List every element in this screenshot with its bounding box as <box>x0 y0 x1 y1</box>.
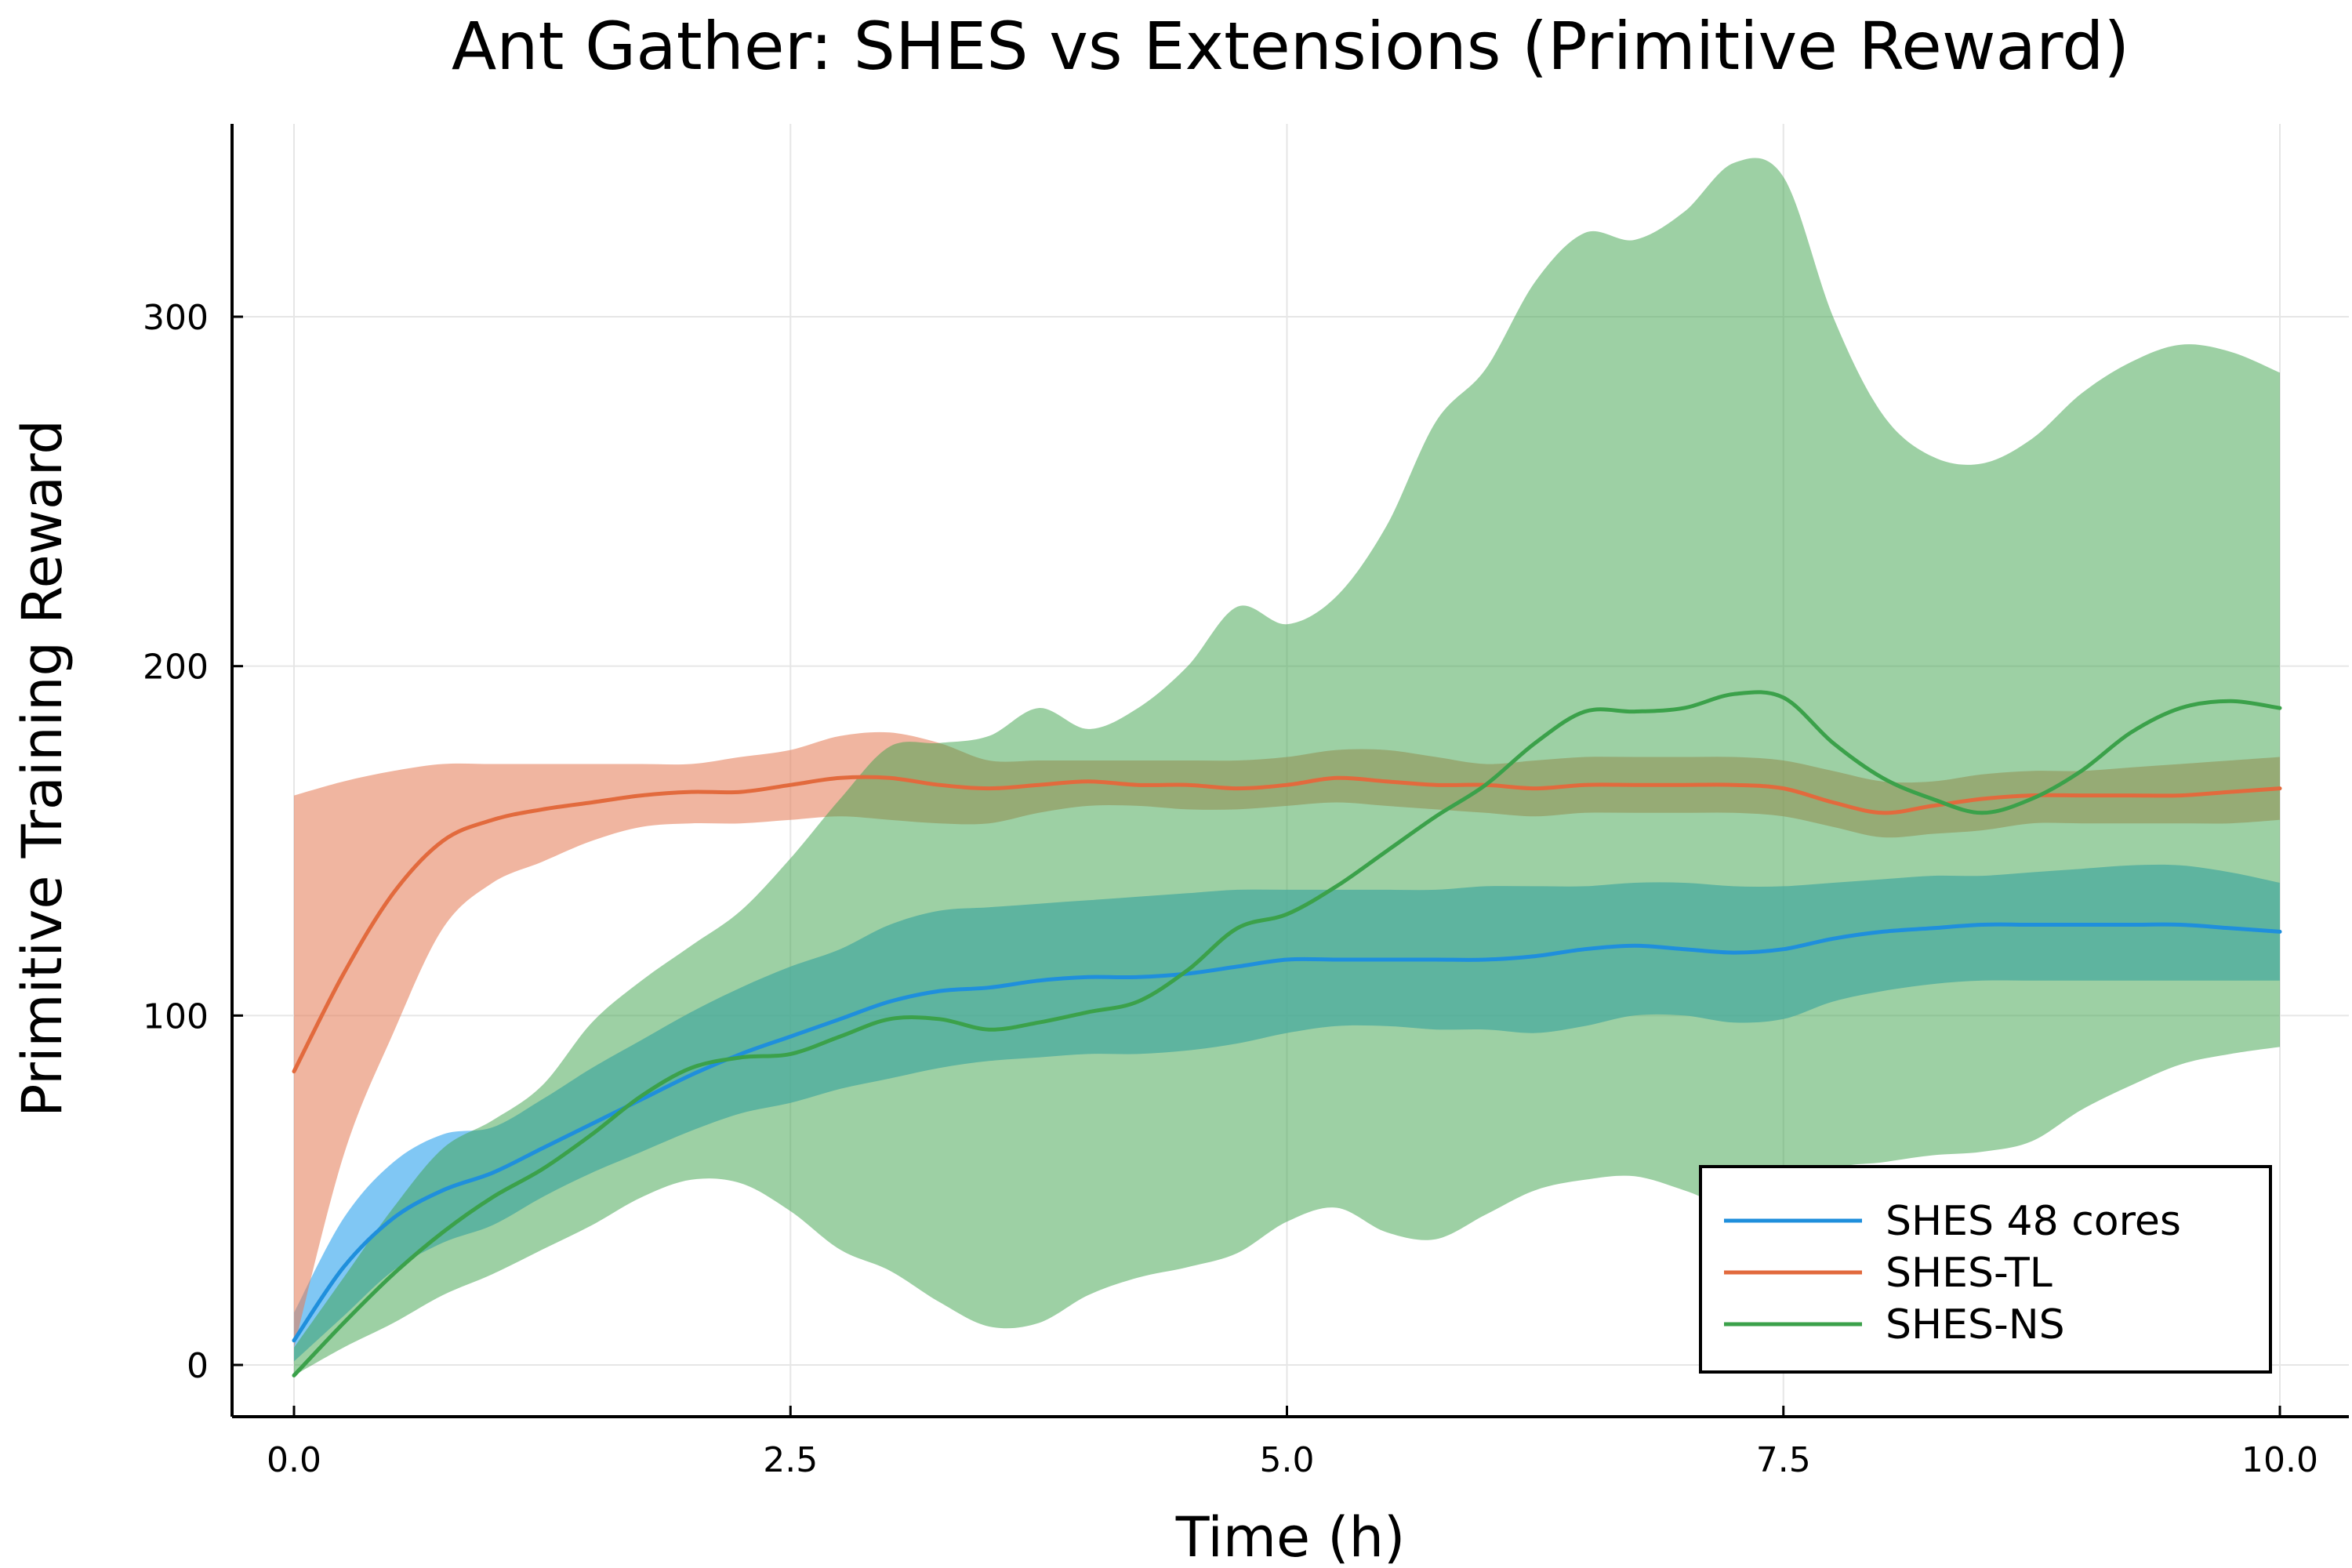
x-tick-label: 7.5 <box>1756 1440 1811 1480</box>
y-tick-label: 300 <box>143 298 209 338</box>
mean-lines <box>292 690 2282 1377</box>
legend-box <box>1699 1165 2272 1374</box>
x-tick-label: 5.0 <box>1260 1440 1315 1480</box>
y-tick-label: 100 <box>143 996 209 1036</box>
y-tick-label: 200 <box>143 648 209 688</box>
axes <box>230 124 2349 1418</box>
y-tick-label: 0 <box>187 1346 209 1386</box>
x-axis-label: Time (h) <box>1175 1505 1406 1568</box>
legend-label-shes-tl: SHES-TL <box>1886 1250 2053 1297</box>
chart-title: Ant Gather: SHES vs Extensions (Primitiv… <box>452 8 2129 85</box>
legend-label-shes-ns: SHES-NS <box>1886 1301 2065 1348</box>
series-line-shes-48-cores <box>292 922 2282 1343</box>
x-tick-label: 10.0 <box>2241 1440 2318 1480</box>
tick-labels: 0.0 2.5 5.0 7.5 10.0 0 100 200 300 <box>143 298 2318 1480</box>
legend-label-shes-48-cores: SHES 48 cores <box>1886 1198 2181 1245</box>
x-tick-label: 0.0 <box>267 1440 321 1480</box>
series-line-shes-tl <box>292 775 2282 1074</box>
band-shes-ns <box>294 158 2280 1376</box>
series-line-shes-ns <box>292 690 2282 1377</box>
x-tick-label: 2.5 <box>763 1440 818 1480</box>
y-axis-label: Primitive Training Reward <box>10 419 74 1117</box>
